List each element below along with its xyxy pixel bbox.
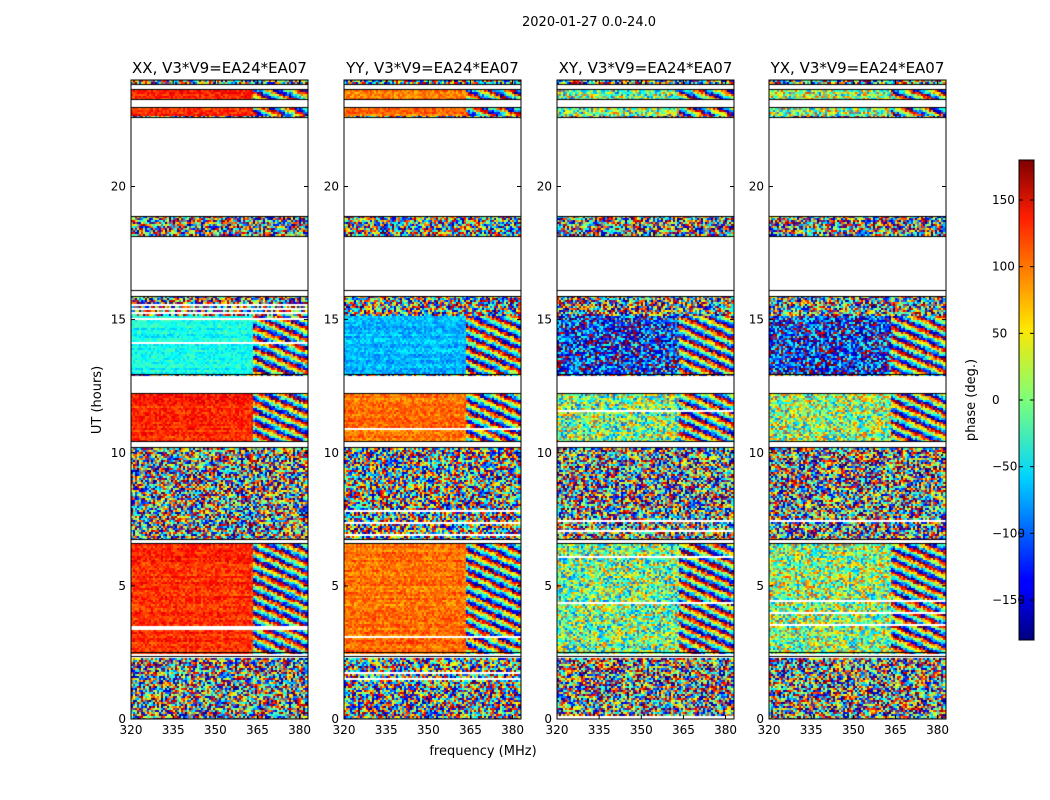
colorbar-ticks: −150 −100 −50 0 50 100 150 xyxy=(992,193,1034,607)
y-axis-label: UT (hours) xyxy=(90,366,105,434)
phase-heatmap xyxy=(557,80,734,719)
chart-title: 2020-01-27 0.0-24.0 xyxy=(522,15,656,30)
y-tick-label: 5 xyxy=(544,579,552,593)
x-tick-label: 335 xyxy=(588,723,611,737)
y-tick-label: 5 xyxy=(756,579,764,593)
y-tick-label: 0 xyxy=(544,712,552,726)
x-tick-label: 380 xyxy=(926,723,949,737)
phase-heatmap-canvas xyxy=(131,80,308,719)
x-tick-label: 350 xyxy=(630,723,653,737)
panel-xy: XY, V3*V9=EA24*EA07 320 335 350 365 380 0 5 10 15… xyxy=(537,59,737,737)
y-tick-label: 0 xyxy=(118,712,126,726)
panel-yx: YX, V3*V9=EA24*EA07 320 335 350 365 380 0 5 10 15… xyxy=(749,59,949,737)
colorbar-tick-label: 0 xyxy=(992,393,1000,407)
panel-frame xyxy=(130,79,309,720)
colorbar-tick-label: −150 xyxy=(992,593,1025,607)
x-tick-label: 365 xyxy=(672,723,695,737)
x-tick-label: 320 xyxy=(333,723,356,737)
y-tick-label: 20 xyxy=(324,180,339,194)
colorbar: −150 −100 −50 0 50 100 150 phase (deg.) xyxy=(964,159,1035,641)
phase-heatmap-canvas xyxy=(344,80,521,719)
phase-heatmap xyxy=(344,80,521,719)
y-tick-label: 0 xyxy=(331,712,339,726)
y-tick-label: 20 xyxy=(537,180,552,194)
y-tick-label: 5 xyxy=(118,579,126,593)
x-tick-label: 335 xyxy=(162,723,185,737)
panels: XX, V3*V9=EA24*EA07 320 335 350 365 380 0 5 10 15… xyxy=(111,59,949,737)
y-tick-label: 15 xyxy=(111,313,126,327)
x-tick-label: 335 xyxy=(800,723,823,737)
panel-yy: YY, V3*V9=EA24*EA07 320 335 350 365 380 0 5 10 15… xyxy=(324,59,524,737)
y-tick-label: 5 xyxy=(331,579,339,593)
panel-frame xyxy=(556,79,735,720)
panel-title: XY, V3*V9=EA24*EA07 xyxy=(559,59,733,77)
phase-heatmap-canvas xyxy=(557,80,734,719)
x-tick-label: 320 xyxy=(758,723,781,737)
x-tick-label: 350 xyxy=(842,723,865,737)
x-tick-label: 350 xyxy=(204,723,227,737)
colorbar-tick-label: −100 xyxy=(992,526,1025,540)
x-tick-label: 380 xyxy=(288,723,311,737)
panel-frame xyxy=(343,79,522,720)
y-tick-label: 15 xyxy=(749,313,764,327)
y-tick-label: 20 xyxy=(749,180,764,194)
phase-heatmap xyxy=(769,80,946,719)
colorbar-tick-label: 150 xyxy=(992,193,1015,207)
y-tick-label: 15 xyxy=(537,313,552,327)
x-tick-label: 320 xyxy=(120,723,143,737)
y-tick-label: 10 xyxy=(111,446,126,460)
panel-title: YX, V3*V9=EA24*EA07 xyxy=(770,59,945,77)
colorbar-tick-label: −50 xyxy=(992,460,1017,474)
x-tick-label: 320 xyxy=(546,723,569,737)
y-tick-label: 15 xyxy=(324,313,339,327)
panel-frame xyxy=(768,79,947,720)
x-tick-label: 380 xyxy=(501,723,524,737)
panel-title: XX, V3*V9=EA24*EA07 xyxy=(132,59,307,77)
y-tick-label: 20 xyxy=(111,180,126,194)
phase-heatmap-canvas xyxy=(769,80,946,719)
y-tick-label: 10 xyxy=(537,446,552,460)
colorbar-label: phase (deg.) xyxy=(964,359,979,441)
y-tick-label: 0 xyxy=(756,712,764,726)
y-tick-label: 10 xyxy=(749,446,764,460)
x-axis-label: frequency (MHz) xyxy=(429,744,536,759)
panel-title: YY, V3*V9=EA24*EA07 xyxy=(345,59,519,77)
x-tick-label: 380 xyxy=(714,723,737,737)
x-tick-label: 350 xyxy=(417,723,440,737)
phase-heatmap xyxy=(131,80,308,719)
colorbar-tick-label: 100 xyxy=(992,260,1015,274)
panel-xx: XX, V3*V9=EA24*EA07 320 335 350 365 380 0 5 10 15… xyxy=(111,59,311,737)
x-tick-label: 335 xyxy=(375,723,398,737)
x-tick-label: 365 xyxy=(246,723,269,737)
colorbar-tick-label: 50 xyxy=(992,326,1007,340)
y-tick-label: 10 xyxy=(324,446,339,460)
x-tick-label: 365 xyxy=(459,723,482,737)
x-tick-label: 365 xyxy=(884,723,907,737)
